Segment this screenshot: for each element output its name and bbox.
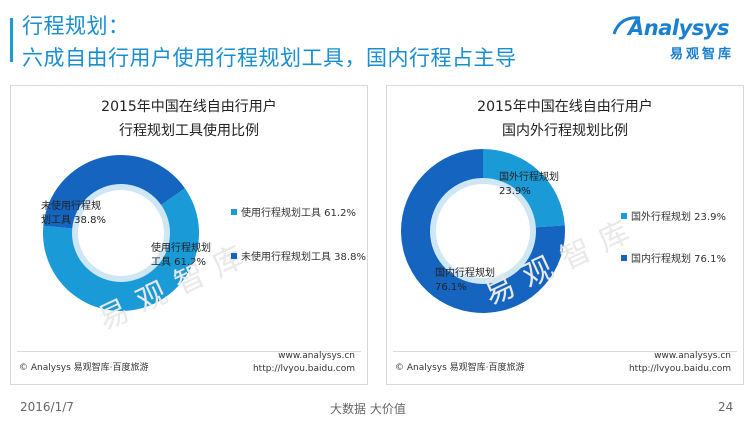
legend-label: 未使用行程规划工具 38.8% (241, 252, 366, 263)
donut-slice-a (483, 149, 565, 228)
legend-item: 未使用行程规划工具 38.8% (231, 248, 366, 263)
source-urls: www.analysys.cn http://lvyou.baidu.com (629, 350, 731, 376)
slice-data-label: 23.9% (499, 186, 531, 197)
footer-slogan: 大数据 大价值 (330, 402, 406, 416)
donut-slice-a (42, 188, 200, 311)
source-urls: www.analysys.cn http://lvyou.baidu.com (253, 350, 355, 376)
source-url-analysys: www.analysys.cn (654, 351, 731, 361)
legend-swatch (231, 209, 237, 215)
legend-item: 国内行程规划 76.1% (621, 250, 726, 265)
page-title-line2: 六成自由行用户使用行程规划工具，国内行程占主导 (22, 46, 517, 70)
legend-swatch (231, 253, 237, 259)
analysys-logo: Analysys 易观智库 (610, 16, 740, 66)
slice-data-label: 国内行程规划 (435, 266, 495, 279)
slice-data-label: 工具 61.2% (151, 256, 206, 268)
legend-label: 国内行程规划 76.1% (631, 254, 726, 265)
chart-title-line2: 国内外行程规划比例 (502, 123, 628, 139)
legend-item: 使用行程规划工具 61.2% (231, 204, 356, 219)
source-divider (17, 351, 361, 352)
logo-chinese-name: 易观智库 (670, 47, 735, 62)
page-title-line1: 行程规划： (22, 14, 130, 38)
source-url-analysys: www.analysys.cn (278, 351, 355, 361)
legend-item: 国外行程规划 23.9% (621, 208, 726, 223)
source-url-baidu: http://lvyou.baidu.com (628, 364, 731, 374)
legend-label: 使用行程规划工具 61.2% (241, 208, 356, 219)
donut-slice-b (401, 149, 565, 313)
chart-panel-domestic-foreign: 2015年中国在线自由行用户 国内外行程规划比例 国外行程规划 23.9% 国内行程… (386, 85, 744, 385)
donut-chart-tool-usage: 使用行程规划工具 61.2% 未使用行程规划工具 38.8% (41, 155, 211, 311)
logo-wordmark: Analysys (628, 16, 729, 40)
footer-date: 2016/1/7 (20, 400, 74, 414)
slice-data-label: 国外行程规划 (499, 170, 559, 183)
logo-swoosh-icon (612, 16, 641, 35)
slice-data-label: 76.1% (435, 282, 467, 293)
chart-panel-tool-usage: 2015年中国在线自由行用户 行程规划工具使用比例 使用行程规划 工具 61.2%… (10, 85, 368, 385)
legend-swatch (621, 213, 627, 219)
chart-title-line2: 行程规划工具使用比例 (119, 123, 259, 139)
legend-label: 国外行程规划 23.9% (631, 212, 726, 223)
donut-hole (430, 178, 536, 284)
source-url-baidu: http://lvyou.baidu.com (252, 364, 355, 374)
source-divider (393, 351, 737, 352)
title-accent-bar (10, 18, 13, 62)
donut-chart-domestic-foreign: 国外行程规划 23.9% 国内行程规划 76.1% (401, 149, 565, 313)
chart-title-line1: 2015年中国在线自由行用户 (477, 99, 653, 115)
legend-swatch (621, 255, 627, 261)
chart-title-line1: 2015年中国在线自由行用户 (101, 99, 277, 115)
source-note: © Analysys 易观智库·百度旅游 (395, 363, 525, 373)
slice-data-label: 使用行程规划 (151, 241, 211, 254)
slice-data-label: 未使用行程规 (41, 199, 101, 212)
source-note: © Analysys 易观智库·百度旅游 (19, 363, 149, 373)
donut-hole (72, 184, 170, 282)
slice-data-label: 划工具 38.8% (41, 213, 106, 226)
footer-page-number: 24 (718, 400, 734, 414)
